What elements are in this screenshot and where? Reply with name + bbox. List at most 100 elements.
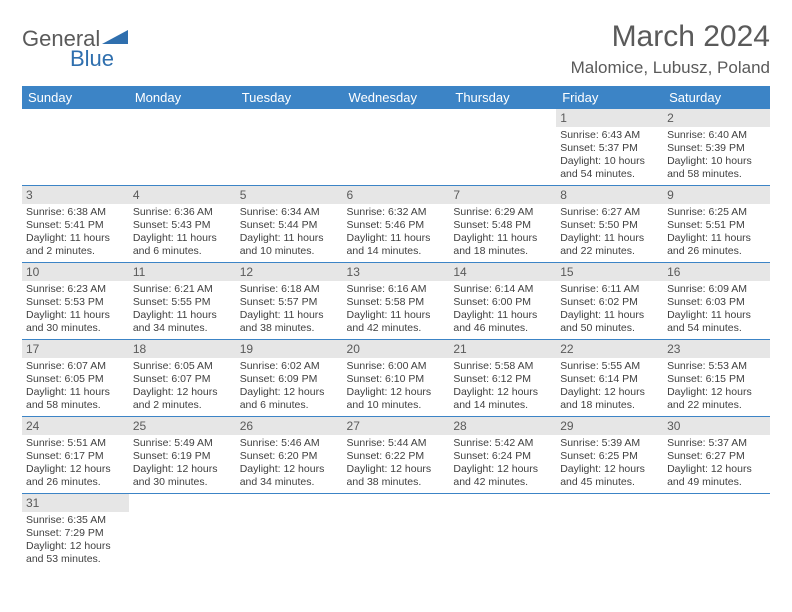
day-info: Sunrise: 6:38 AMSunset: 5:41 PMDaylight:… — [22, 204, 129, 262]
day-info: Sunrise: 5:49 AMSunset: 6:19 PMDaylight:… — [129, 435, 236, 493]
logo-text-blue: Blue — [70, 46, 128, 72]
day-cell — [449, 109, 556, 186]
day-number: 16 — [663, 263, 770, 281]
week-row: 3Sunrise: 6:38 AMSunset: 5:41 PMDaylight… — [22, 186, 770, 263]
day-cell — [343, 109, 450, 186]
day-cell: 21Sunrise: 5:58 AMSunset: 6:12 PMDayligh… — [449, 340, 556, 417]
day-info: Sunrise: 6:23 AMSunset: 5:53 PMDaylight:… — [22, 281, 129, 339]
day-cell: 11Sunrise: 6:21 AMSunset: 5:55 PMDayligh… — [129, 263, 236, 340]
day-number: 14 — [449, 263, 556, 281]
location: Malomice, Lubusz, Poland — [571, 58, 770, 78]
day-cell — [556, 494, 663, 571]
day-info: Sunrise: 6:18 AMSunset: 5:57 PMDaylight:… — [236, 281, 343, 339]
day-cell: 5Sunrise: 6:34 AMSunset: 5:44 PMDaylight… — [236, 186, 343, 263]
week-row: 31Sunrise: 6:35 AMSunset: 7:29 PMDayligh… — [22, 494, 770, 571]
day-number: 9 — [663, 186, 770, 204]
title-block: March 2024 Malomice, Lubusz, Poland — [571, 20, 770, 78]
day-info: Sunrise: 6:02 AMSunset: 6:09 PMDaylight:… — [236, 358, 343, 416]
day-info: Sunrise: 6:09 AMSunset: 6:03 PMDaylight:… — [663, 281, 770, 339]
day-cell: 29Sunrise: 5:39 AMSunset: 6:25 PMDayligh… — [556, 417, 663, 494]
day-number: 26 — [236, 417, 343, 435]
day-cell: 18Sunrise: 6:05 AMSunset: 6:07 PMDayligh… — [129, 340, 236, 417]
weekday-tuesday: Tuesday — [236, 86, 343, 109]
day-number: 18 — [129, 340, 236, 358]
empty-day — [449, 109, 556, 127]
day-number: 21 — [449, 340, 556, 358]
logo: GeneralBlue — [22, 26, 128, 72]
day-number: 4 — [129, 186, 236, 204]
day-number: 3 — [22, 186, 129, 204]
day-cell: 4Sunrise: 6:36 AMSunset: 5:43 PMDaylight… — [129, 186, 236, 263]
day-cell: 31Sunrise: 6:35 AMSunset: 7:29 PMDayligh… — [22, 494, 129, 571]
day-cell: 20Sunrise: 6:00 AMSunset: 6:10 PMDayligh… — [343, 340, 450, 417]
day-info: Sunrise: 5:53 AMSunset: 6:15 PMDaylight:… — [663, 358, 770, 416]
day-info: Sunrise: 6:43 AMSunset: 5:37 PMDaylight:… — [556, 127, 663, 185]
day-info: Sunrise: 6:25 AMSunset: 5:51 PMDaylight:… — [663, 204, 770, 262]
calendar-table: SundayMondayTuesdayWednesdayThursdayFrid… — [22, 86, 770, 570]
week-row: 10Sunrise: 6:23 AMSunset: 5:53 PMDayligh… — [22, 263, 770, 340]
day-cell: 13Sunrise: 6:16 AMSunset: 5:58 PMDayligh… — [343, 263, 450, 340]
week-row: 1Sunrise: 6:43 AMSunset: 5:37 PMDaylight… — [22, 109, 770, 186]
weekday-friday: Friday — [556, 86, 663, 109]
day-info: Sunrise: 5:44 AMSunset: 6:22 PMDaylight:… — [343, 435, 450, 493]
empty-day — [129, 109, 236, 127]
day-info: Sunrise: 6:11 AMSunset: 6:02 PMDaylight:… — [556, 281, 663, 339]
day-cell: 17Sunrise: 6:07 AMSunset: 6:05 PMDayligh… — [22, 340, 129, 417]
day-cell — [236, 494, 343, 571]
day-number: 11 — [129, 263, 236, 281]
day-number: 24 — [22, 417, 129, 435]
day-cell: 3Sunrise: 6:38 AMSunset: 5:41 PMDaylight… — [22, 186, 129, 263]
day-cell: 16Sunrise: 6:09 AMSunset: 6:03 PMDayligh… — [663, 263, 770, 340]
day-info: Sunrise: 5:55 AMSunset: 6:14 PMDaylight:… — [556, 358, 663, 416]
day-info: Sunrise: 6:07 AMSunset: 6:05 PMDaylight:… — [22, 358, 129, 416]
day-number: 12 — [236, 263, 343, 281]
day-number: 10 — [22, 263, 129, 281]
day-cell: 24Sunrise: 5:51 AMSunset: 6:17 PMDayligh… — [22, 417, 129, 494]
day-number: 25 — [129, 417, 236, 435]
month-title: March 2024 — [571, 20, 770, 54]
day-info: Sunrise: 6:00 AMSunset: 6:10 PMDaylight:… — [343, 358, 450, 416]
day-info: Sunrise: 6:32 AMSunset: 5:46 PMDaylight:… — [343, 204, 450, 262]
empty-day — [236, 109, 343, 127]
day-cell: 2Sunrise: 6:40 AMSunset: 5:39 PMDaylight… — [663, 109, 770, 186]
day-info: Sunrise: 5:39 AMSunset: 6:25 PMDaylight:… — [556, 435, 663, 493]
day-number: 5 — [236, 186, 343, 204]
day-cell: 10Sunrise: 6:23 AMSunset: 5:53 PMDayligh… — [22, 263, 129, 340]
day-number: 19 — [236, 340, 343, 358]
day-number: 13 — [343, 263, 450, 281]
header: GeneralBlue March 2024 Malomice, Lubusz,… — [22, 20, 770, 78]
day-cell: 30Sunrise: 5:37 AMSunset: 6:27 PMDayligh… — [663, 417, 770, 494]
day-cell: 15Sunrise: 6:11 AMSunset: 6:02 PMDayligh… — [556, 263, 663, 340]
day-number: 20 — [343, 340, 450, 358]
day-number: 1 — [556, 109, 663, 127]
day-cell: 8Sunrise: 6:27 AMSunset: 5:50 PMDaylight… — [556, 186, 663, 263]
weekday-sunday: Sunday — [22, 86, 129, 109]
day-cell — [129, 109, 236, 186]
day-cell — [343, 494, 450, 571]
day-cell: 9Sunrise: 6:25 AMSunset: 5:51 PMDaylight… — [663, 186, 770, 263]
day-number: 27 — [343, 417, 450, 435]
empty-day — [236, 494, 343, 512]
day-number: 7 — [449, 186, 556, 204]
empty-day — [556, 494, 663, 512]
day-info: Sunrise: 6:29 AMSunset: 5:48 PMDaylight:… — [449, 204, 556, 262]
empty-day — [343, 109, 450, 127]
day-cell: 26Sunrise: 5:46 AMSunset: 6:20 PMDayligh… — [236, 417, 343, 494]
day-info: Sunrise: 6:16 AMSunset: 5:58 PMDaylight:… — [343, 281, 450, 339]
day-info: Sunrise: 6:36 AMSunset: 5:43 PMDaylight:… — [129, 204, 236, 262]
weekday-wednesday: Wednesday — [343, 86, 450, 109]
day-number: 6 — [343, 186, 450, 204]
day-info: Sunrise: 6:40 AMSunset: 5:39 PMDaylight:… — [663, 127, 770, 185]
day-cell — [449, 494, 556, 571]
week-row: 24Sunrise: 5:51 AMSunset: 6:17 PMDayligh… — [22, 417, 770, 494]
day-number: 17 — [22, 340, 129, 358]
day-cell — [129, 494, 236, 571]
day-number: 31 — [22, 494, 129, 512]
day-info: Sunrise: 6:27 AMSunset: 5:50 PMDaylight:… — [556, 204, 663, 262]
day-number: 23 — [663, 340, 770, 358]
day-number: 2 — [663, 109, 770, 127]
day-info: Sunrise: 6:05 AMSunset: 6:07 PMDaylight:… — [129, 358, 236, 416]
calendar-body: 1Sunrise: 6:43 AMSunset: 5:37 PMDaylight… — [22, 109, 770, 570]
day-cell: 28Sunrise: 5:42 AMSunset: 6:24 PMDayligh… — [449, 417, 556, 494]
day-number: 30 — [663, 417, 770, 435]
